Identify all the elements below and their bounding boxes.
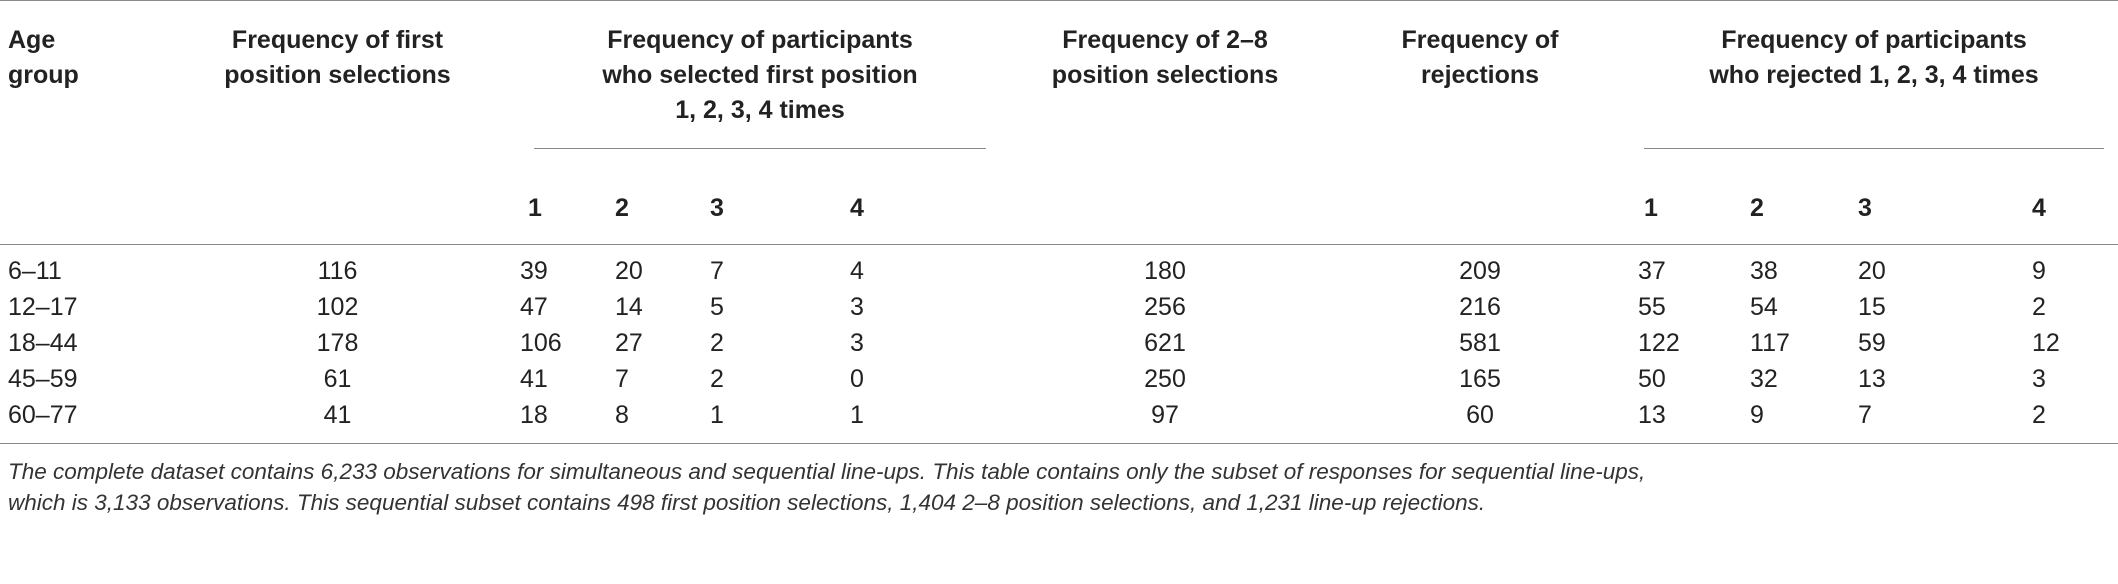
cell-sel-4: 1 xyxy=(850,401,864,429)
cell-sel-1: 18 xyxy=(520,401,548,429)
cell-rej: 209 xyxy=(1459,257,1501,285)
cell-rejn-1: 55 xyxy=(1638,293,1666,321)
footnote-line: The complete dataset contains 6,233 obse… xyxy=(8,459,1646,484)
cell-sel-4: 0 xyxy=(850,365,864,393)
header-selected-first-group: Frequency of participants who selected f… xyxy=(520,0,1001,169)
cell-first: 116 xyxy=(317,257,358,285)
cell-mid: 256 xyxy=(1144,293,1186,321)
cell-sel-3: 1 xyxy=(710,401,724,429)
cell-sel-3: 7 xyxy=(710,257,724,285)
cell-sel-3: 2 xyxy=(710,365,724,393)
cell-rejn-3: 13 xyxy=(1858,365,1886,393)
cell-rejn-1: 122 xyxy=(1638,329,1680,357)
cell-rejn-3: 20 xyxy=(1858,257,1886,285)
cell-rej: 216 xyxy=(1459,293,1501,321)
cell-mid: 180 xyxy=(1144,257,1186,285)
cell-first: 41 xyxy=(323,401,352,429)
cell-age: 12–17 xyxy=(8,293,78,321)
header-first-position-selections: Frequency of first position selections xyxy=(155,0,520,245)
cell-rejn-4: 2 xyxy=(2032,401,2046,429)
cell-sel-3: 2 xyxy=(710,329,724,357)
cell-rejn-3: 7 xyxy=(1858,401,1872,429)
cell-first: 178 xyxy=(316,329,359,357)
header-selected-3: 3 xyxy=(710,194,724,222)
header-rejected-2: 2 xyxy=(1750,194,1764,222)
header-rejected-1: 1 xyxy=(1644,194,1658,222)
cell-sel-1: 47 xyxy=(520,293,548,321)
footnote-line: which is 3,133 observations. This sequen… xyxy=(8,490,1486,515)
cell-rej: 60 xyxy=(1466,401,1494,429)
header-selected-2: 2 xyxy=(615,194,629,222)
cell-rejn-2: 38 xyxy=(1750,257,1778,285)
table-row: 60–77 41 18 8 1 1 97 60 13 9 7 2 xyxy=(0,397,2118,444)
cell-rej: 165 xyxy=(1459,365,1501,393)
header-age-group: Age group xyxy=(0,0,155,245)
header-selected-1: 1 xyxy=(528,194,542,222)
cell-rejn-4: 12 xyxy=(2032,329,2060,357)
cell-sel-1: 106 xyxy=(520,329,562,357)
cell-sel-3: 5 xyxy=(710,293,724,321)
header-mid-position-selections: Frequency of 2–8 position selections xyxy=(1000,0,1331,245)
cell-sel-4: 4 xyxy=(850,257,864,285)
cell-rejn-4: 2 xyxy=(2032,293,2046,321)
cell-sel-1: 41 xyxy=(520,365,548,393)
cell-rej: 581 xyxy=(1459,329,1501,357)
cell-sel-4: 3 xyxy=(850,329,864,357)
cell-rejn-2: 32 xyxy=(1750,365,1778,393)
header-rejections: Frequency of rejections xyxy=(1330,0,1631,245)
cell-mid: 621 xyxy=(1144,329,1186,357)
cell-rejn-2: 9 xyxy=(1750,401,1764,429)
table-body: 6–11 116 39 20 7 4 180 209 37 38 20 9 12… xyxy=(0,245,2118,444)
cell-sel-4: 3 xyxy=(850,293,864,321)
cell-sel-2: 14 xyxy=(615,293,643,321)
cell-first: 102 xyxy=(316,293,359,321)
cell-rejn-1: 37 xyxy=(1638,257,1666,285)
cell-rejn-2: 54 xyxy=(1750,293,1778,321)
cell-rejn-3: 59 xyxy=(1858,329,1886,357)
cell-age: 6–11 xyxy=(8,257,62,285)
cell-rejn-1: 13 xyxy=(1638,401,1666,429)
cell-rejn-2: 117 xyxy=(1750,329,1790,357)
table-row: 45–59 61 41 7 2 0 250 165 50 32 13 3 xyxy=(0,361,2118,397)
cell-sel-1: 39 xyxy=(520,257,548,285)
cell-rejn-4: 9 xyxy=(2032,257,2046,285)
header-rejected-4: 4 xyxy=(2032,194,2046,222)
table-row: 12–17 102 47 14 5 3 256 216 55 54 15 2 xyxy=(0,289,2118,325)
header-rejected-group: Frequency of participants who rejected 1… xyxy=(1630,0,2118,169)
cell-age: 60–77 xyxy=(8,401,78,429)
cell-rejn-4: 3 xyxy=(2032,365,2046,393)
cell-mid: 97 xyxy=(1151,401,1179,429)
cell-mid: 250 xyxy=(1144,365,1186,393)
cell-age: 45–59 xyxy=(8,365,78,393)
table-footnote: The complete dataset contains 6,233 obse… xyxy=(0,444,2116,518)
cell-age: 18–44 xyxy=(8,329,78,357)
cell-first: 61 xyxy=(323,365,352,393)
cell-rejn-3: 15 xyxy=(1858,293,1886,321)
header-selected-4: 4 xyxy=(850,194,864,222)
frequency-table: Age group Frequency of first position se… xyxy=(0,0,2118,444)
cell-sel-2: 20 xyxy=(615,257,643,285)
table-row: 18–44 178 106 27 2 3 621 581 122 117 59 … xyxy=(0,325,2118,361)
table-row: 6–11 116 39 20 7 4 180 209 37 38 20 9 xyxy=(0,245,2118,290)
cell-rejn-1: 50 xyxy=(1638,365,1666,393)
header-rejected-3: 3 xyxy=(1858,194,1872,222)
cell-sel-2: 27 xyxy=(615,329,643,357)
data-table-container: Age group Frequency of first position se… xyxy=(0,0,2118,518)
cell-sel-2: 8 xyxy=(615,401,629,429)
cell-sel-2: 7 xyxy=(615,365,629,393)
table-header: Age group Frequency of first position se… xyxy=(0,0,2118,245)
